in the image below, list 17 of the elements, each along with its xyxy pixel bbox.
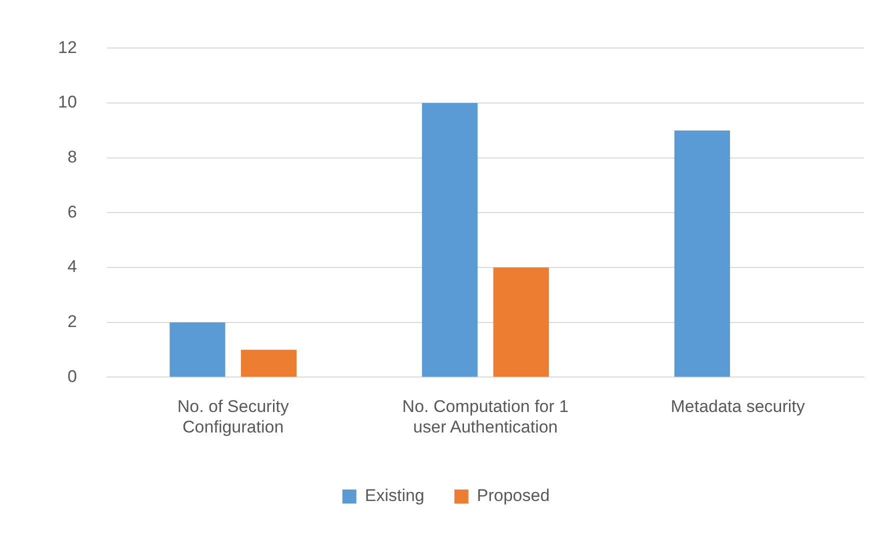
legend-label: Existing [364,486,424,506]
y-tick-label: 6 [67,202,77,222]
y-tick-label: 0 [67,366,77,386]
y-tick-label: 2 [67,312,77,332]
x-tick-label: No. Computation for 1 user Authentication [402,397,569,436]
bar [170,322,226,377]
x-tick-label: Metadata security [670,397,806,416]
legend-label: Proposed [476,486,550,506]
bar [422,103,478,377]
y-tick-label: 4 [67,257,77,276]
bar [674,130,730,377]
bar [493,268,549,377]
y-tick-label: 12 [58,38,77,57]
x-tick-label: No. of Security Configuration [177,397,290,436]
y-tick-label: 10 [58,92,77,112]
bar [240,350,297,377]
y-tick-label: 8 [67,148,77,167]
